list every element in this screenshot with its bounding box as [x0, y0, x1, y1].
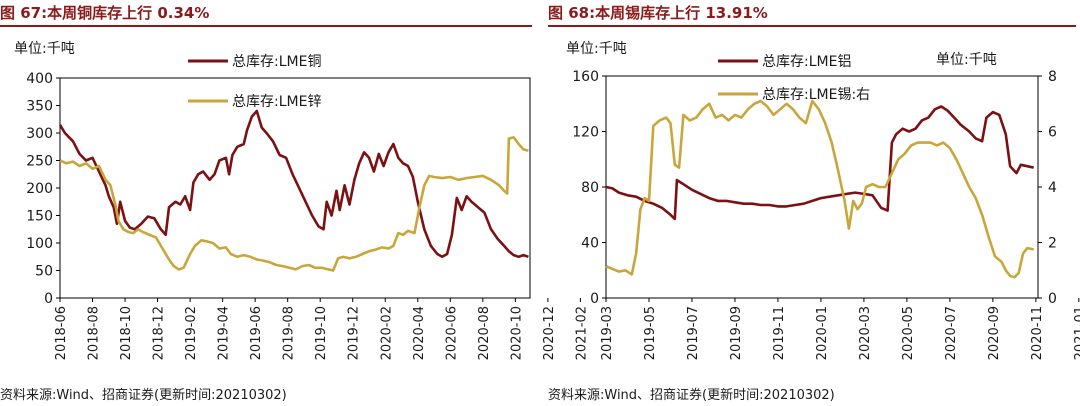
aluminum-tin-chart: 0 40 80 120 160 0 2 4 6 8 2019-03 2019-05 2019-07 201… [566, 41, 1080, 360]
y-tick-label: 80 [581, 180, 599, 196]
series-line-1 [605, 99, 1034, 279]
y-right-tick-label: 8 [1048, 69, 1057, 85]
x-tick-label: 2021-01 [1073, 306, 1080, 360]
x-tick-label: 2019-02 [184, 306, 199, 360]
source-note: 资料来源:Wind、招商证券(更新时间:20210302) [548, 388, 835, 403]
chart-title: 图 67:本周铜库存上行 0.34% [0, 4, 210, 22]
x-tick-label: 2018-10 [119, 306, 134, 360]
y-tick-label: 160 [572, 69, 599, 85]
chart-panel-aluminum-tin: 图 68:本周锡库存上行 13.91% 0 40 80 120 160 0 2 4 6 8 2019… [548, 0, 1080, 406]
x-tick-label: 2019-09 [729, 306, 744, 360]
x-tick-label: 2020-12 [542, 306, 557, 360]
x-tick-label: 2019-04 [217, 306, 232, 360]
x-tick-label: 2020-02 [379, 306, 394, 360]
y-right-tick-label: 6 [1048, 125, 1057, 141]
series-line-1 [59, 136, 529, 272]
legend-label: 总库存:LME铜 [232, 54, 321, 70]
x-tick-label: 2020-10 [509, 306, 524, 360]
x-tick-label: 2019-06 [249, 306, 264, 360]
series-line-0 [58, 109, 529, 259]
y-tick-label: 400 [26, 71, 53, 87]
x-tick-label: 2020-03 [858, 306, 873, 360]
y-right-tick-label: 0 [1048, 291, 1057, 307]
legend-label: 总库存:LME锌 [232, 94, 321, 110]
y-tick-label: 120 [572, 125, 599, 141]
x-tick-label: 2019-03 [600, 306, 615, 360]
plot-frame [605, 75, 1039, 299]
unit-label-right: 单位:千吨 [936, 52, 997, 68]
x-tick-label: 2019-08 [282, 306, 297, 360]
y-tick-label: 250 [26, 154, 53, 170]
x-tick-label: 2021-02 [574, 306, 589, 360]
y-tick-label: 350 [26, 99, 53, 115]
unit-label: 单位:千吨 [14, 41, 75, 57]
title-rule [548, 25, 1076, 27]
legend-label: 总库存:LME铝 [762, 54, 851, 70]
x-tick-label: 2020-01 [815, 306, 830, 360]
x-tick-label: 2020-04 [412, 306, 427, 360]
plot-frame [59, 77, 531, 299]
chart-panel-copper: 图 67:本周铜库存上行 0.34% 0 50 100 150 200 250 300 350… [0, 4, 589, 403]
x-tick-label: 2019-12 [347, 306, 362, 360]
title-rule [0, 25, 532, 27]
y-tick-label: 100 [26, 236, 53, 252]
unit-label: 单位:千吨 [566, 41, 627, 57]
x-tick-label: 2018-12 [152, 306, 167, 360]
copper-zinc-chart: 0 50 100 150 200 250 300 350 400 2018-06 2018-08 20… [14, 41, 589, 360]
y-right-tick-label: 2 [1048, 236, 1057, 252]
x-tick-label: 2019-05 [643, 306, 658, 360]
legend-label: 总库存:LME锡:右 [762, 87, 870, 103]
x-tick-label: 2019-07 [686, 306, 701, 360]
x-tick-label: 2020-07 [944, 306, 959, 360]
y-tick-label: 300 [26, 126, 53, 142]
y-tick-label: 50 [35, 264, 53, 280]
x-tick-label: 2018-08 [87, 306, 102, 360]
x-tick-label: 2020-06 [444, 306, 459, 360]
y-right-tick-label: 4 [1048, 180, 1057, 196]
source-note: 资料来源:Wind、招商证券(更新时间:20210302) [0, 388, 287, 403]
x-tick-label: 2020-09 [987, 306, 1002, 360]
x-tick-label: 2019-11 [772, 306, 787, 360]
y-tick-label: 40 [581, 236, 599, 252]
y-tick-label: 0 [590, 291, 599, 307]
y-tick-label: 200 [26, 181, 53, 197]
x-tick-label: 2019-10 [314, 306, 329, 360]
y-tick-label: 150 [26, 209, 53, 225]
y-tick-label: 0 [44, 291, 53, 307]
x-tick-label: 2020-05 [901, 306, 916, 360]
chart-title: 图 68:本周锡库存上行 13.91% [548, 4, 768, 22]
x-tick-label: 2018-06 [54, 306, 69, 360]
x-tick-label: 2020-11 [1030, 306, 1045, 360]
x-tick-label: 2020-08 [477, 306, 492, 360]
